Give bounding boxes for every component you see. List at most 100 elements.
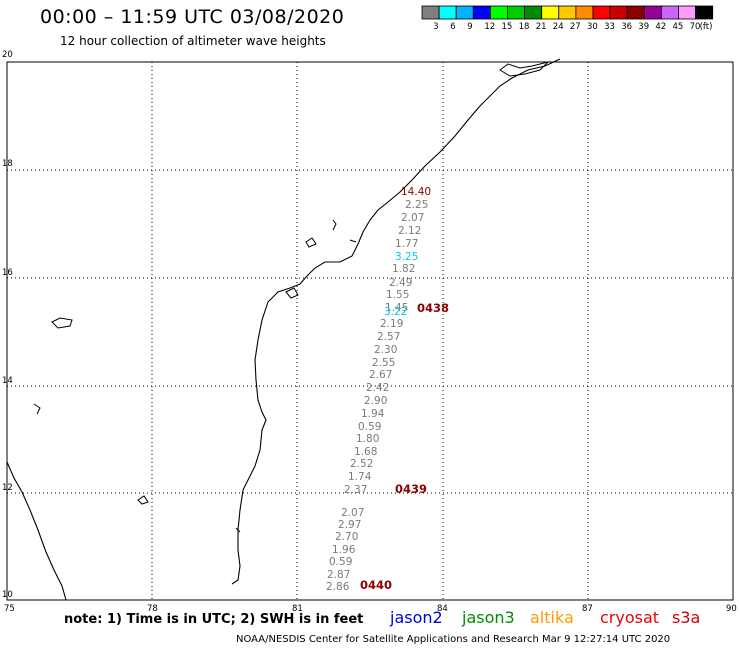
legend-value: 18	[518, 22, 530, 32]
legend-value: 42	[655, 22, 667, 32]
color-legend	[421, 5, 714, 20]
wave-height-value: 1.96	[332, 544, 356, 556]
map-frame	[6, 61, 734, 601]
satellite-name: altika	[530, 608, 574, 627]
wave-height-value: 2.37	[344, 484, 367, 496]
wave-height-value: 1.68	[354, 446, 377, 458]
wave-height-max-value: 14.40	[401, 186, 431, 198]
pass-time-label: 0438	[417, 301, 449, 315]
lat-label: 10	[2, 590, 13, 600]
legend-value: 12	[484, 22, 496, 32]
legend-swatch	[558, 5, 577, 20]
legend-swatch	[489, 5, 508, 20]
coastline-west	[6, 461, 67, 601]
wave-height-value: 2.55	[372, 357, 395, 369]
wave-height-value: 1.55	[386, 289, 409, 301]
page-subtitle: 12 hour collection of altimeter wave hei…	[60, 34, 326, 48]
legend-swatch	[678, 5, 697, 20]
wave-height-value: 1.74	[348, 471, 372, 483]
legend-value: 70	[689, 22, 701, 32]
legend-swatch	[421, 5, 440, 20]
legend-value: 3	[433, 22, 439, 32]
footer-credit: NOAA/NESDIS Center for Satellite Applica…	[236, 634, 671, 645]
wave-height-value: 2.86	[326, 581, 350, 593]
legend-swatch	[695, 5, 714, 20]
wave-height-value: 2.07	[341, 507, 364, 519]
wave-height-value: 3.25	[395, 251, 418, 263]
legend-swatch	[438, 5, 457, 20]
wave-height-value: 0.59	[329, 556, 352, 568]
legend-value: 45	[672, 22, 684, 32]
wave-height-value: 2.57	[377, 331, 400, 343]
satellite-name: s3a	[672, 608, 701, 627]
legend-value: 24	[552, 22, 564, 32]
wave-height-value: 2.87	[327, 569, 350, 581]
footer-note: note: 1) Time is in UTC; 2) SWH is in fe…	[64, 612, 364, 627]
wave-height-value: 2.70	[335, 531, 358, 543]
wave-observations: 2.252.072.121.773.251.822.491.551.453.22…	[326, 186, 431, 593]
legend-swatch	[455, 5, 474, 20]
wave-height-value: 1.80	[356, 433, 379, 445]
wave-height-value: 2.12	[398, 225, 421, 237]
wave-height-value: 0.59	[358, 421, 381, 433]
legend-swatch	[575, 5, 594, 20]
lon-label: 78	[147, 604, 158, 614]
wave-height-value: 2.19	[380, 318, 403, 330]
lat-label: 12	[2, 483, 13, 493]
lat-label: 18	[2, 159, 13, 169]
lat-label: 20	[2, 50, 13, 60]
legend-swatch	[643, 5, 662, 20]
gridlines	[7, 62, 733, 600]
wave-height-value: 2.49	[389, 277, 412, 289]
legend-value: 21	[535, 22, 547, 32]
wave-height-value: 1.45	[385, 302, 408, 314]
latitude-labels: 20 18 16 14 12 10	[2, 50, 13, 600]
legend-swatch	[507, 5, 526, 20]
legend-swatch	[472, 5, 491, 20]
satellite-name: jason2	[390, 608, 443, 627]
pass-time-label: 0439	[395, 482, 427, 496]
page-title: 00:00 – 11:59 UTC 03/08/2020	[40, 6, 345, 28]
pass-time-label: 0440	[360, 578, 392, 592]
legend-value: 30	[587, 22, 598, 32]
lon-label: 81	[292, 604, 303, 614]
legend-value: 39	[638, 22, 650, 32]
longitude-labels: 75 78 81 84 87 90	[4, 604, 737, 614]
lat-label: 16	[2, 268, 13, 278]
legend-value: 6	[450, 22, 456, 32]
legend-swatch	[626, 5, 645, 20]
satellite-pass-labels: 0438 0439 0440	[360, 301, 449, 592]
wave-height-value: 2.07	[401, 212, 424, 224]
legend-swatch	[592, 5, 611, 20]
wave-height-value: 2.25	[405, 199, 428, 211]
legend-value: (ft)	[699, 22, 713, 32]
wave-height-value: 2.67	[369, 369, 392, 381]
satellite-name: jason3	[462, 608, 515, 627]
islands	[33, 61, 550, 533]
legend-value: 27	[569, 22, 581, 32]
lon-label: 87	[582, 604, 593, 614]
legend-value: 15	[501, 22, 513, 32]
legend-value: 9	[467, 22, 473, 32]
satellite-name: cryosat	[600, 608, 660, 627]
wave-height-value: 1.94	[361, 408, 385, 420]
wave-height-value: 2.42	[366, 382, 389, 394]
coastline-east	[231, 58, 561, 585]
wave-height-value: 1.82	[392, 263, 415, 275]
lon-label: 90	[726, 604, 737, 614]
legend-swatch	[541, 5, 560, 20]
legend-value: 33	[604, 22, 615, 32]
legend-swatch	[661, 5, 679, 20]
lat-label: 14	[2, 376, 13, 386]
wave-height-value: 1.77	[395, 238, 418, 250]
wave-height-value: 2.30	[374, 344, 397, 356]
legend-swatch	[609, 5, 628, 20]
lon-label: 75	[4, 604, 15, 614]
wave-height-value: 2.52	[350, 458, 373, 470]
legend-value: 36	[621, 22, 633, 32]
wave-height-value: 2.97	[338, 519, 361, 531]
wave-height-value: 3.22	[384, 306, 407, 318]
legend-swatch	[524, 5, 543, 20]
wave-height-value: 2.90	[364, 395, 387, 407]
